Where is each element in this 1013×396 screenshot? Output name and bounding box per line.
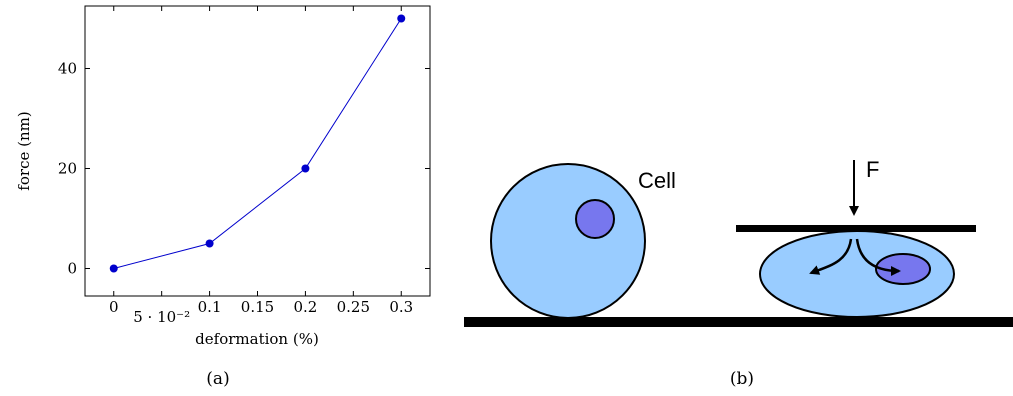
caption-b: (b) xyxy=(730,369,754,389)
x-tick-label: 0.2 xyxy=(293,298,317,316)
flow-arrow-right xyxy=(855,238,901,276)
x-tick-label: 0.15 xyxy=(241,298,274,316)
data-point xyxy=(301,164,310,173)
x-axis-label: deformation (%) xyxy=(195,330,319,348)
x-axis-ticks: 0 5 · 10⁻² 0.1 0.15 0.2 0.25 0.3 xyxy=(109,6,413,326)
cell-label: Cell xyxy=(638,168,676,193)
y-tick-label: 0 xyxy=(67,260,77,278)
data-point xyxy=(205,239,214,248)
cell-compression-diagram: Cell F (b) xyxy=(464,157,1013,389)
force-deformation-chart: 0 5 · 10⁻² 0.1 0.15 0.2 0.25 0.3 0 20 40 deforma… xyxy=(15,5,431,389)
y-axis-ticks: 0 20 40 xyxy=(58,60,430,278)
data-point xyxy=(109,264,118,273)
force-label: F xyxy=(866,157,879,182)
compression-plate xyxy=(736,225,976,232)
caption-a: (a) xyxy=(206,369,229,389)
x-tick-label: 0.3 xyxy=(389,298,413,316)
compressed-cell-nucleus xyxy=(875,253,931,285)
cell-body xyxy=(490,163,646,319)
flow-arrow-left xyxy=(809,238,853,275)
chart-series xyxy=(109,14,406,273)
x-tick-label: 0.25 xyxy=(337,298,370,316)
data-point xyxy=(397,14,406,23)
x-tick-label: 5 · 10⁻² xyxy=(133,308,190,326)
x-tick-label: 0.1 xyxy=(198,298,222,316)
substrate-bar xyxy=(464,317,1013,327)
chart-frame xyxy=(84,5,431,297)
y-tick-label: 40 xyxy=(58,60,77,78)
y-axis-label: force (nm) xyxy=(15,111,33,190)
series-line xyxy=(113,18,402,269)
cell-nucleus xyxy=(575,199,615,239)
x-tick-label: 0 xyxy=(109,298,119,316)
y-tick-label: 20 xyxy=(58,160,77,178)
